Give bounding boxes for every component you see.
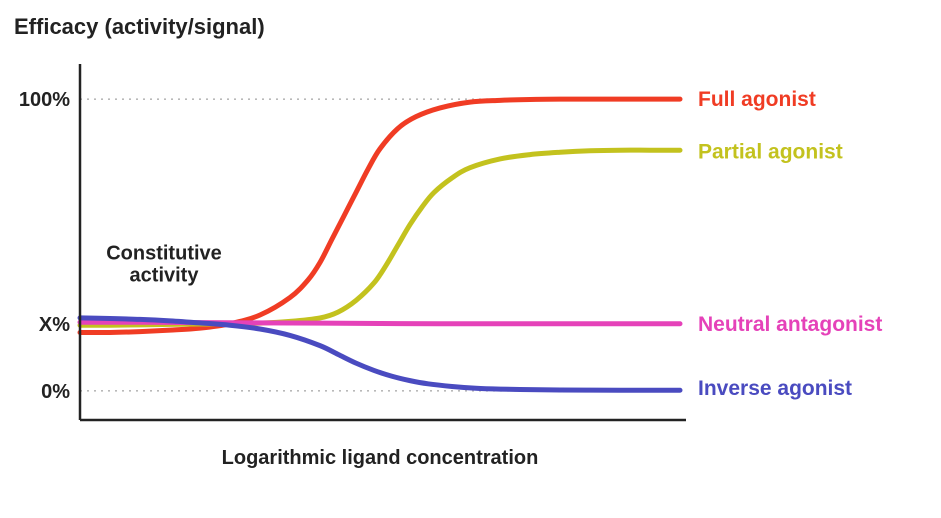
- pharmacology-efficacy-chart: 0% X% 100% Efficacy (activity/signal) Logari…: [0, 0, 941, 518]
- series-label-partial-agonist: Partial agonist: [698, 141, 843, 164]
- ytick-label: X%: [39, 314, 70, 336]
- ytick-label: 100%: [19, 89, 70, 111]
- series-label-inverse-agonist: Inverse agonist: [698, 377, 852, 400]
- chart-title: Efficacy (activity/signal): [14, 14, 265, 39]
- ytick-label: 0%: [41, 381, 70, 403]
- x-axis-label: Logarithmic ligand concentration: [222, 447, 539, 469]
- constitutive-activity-label: Constitutive: [106, 243, 222, 265]
- series-label-full-agonist: Full agonist: [698, 88, 816, 111]
- series-label-neutral-antagonist: Neutral antagonist: [698, 313, 882, 336]
- constitutive-activity-label: activity: [130, 265, 200, 287]
